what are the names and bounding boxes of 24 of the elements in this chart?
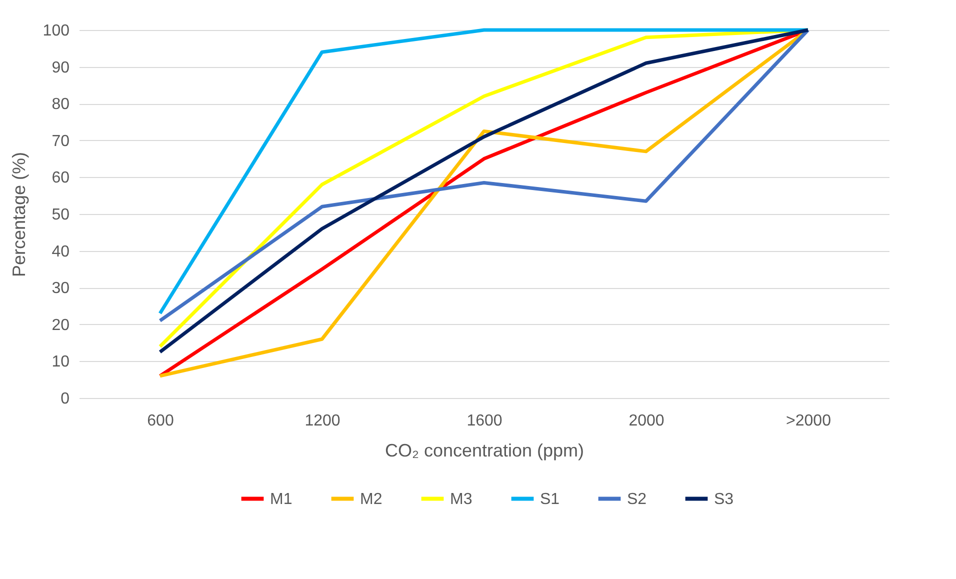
legend-label: S2 <box>627 490 647 508</box>
y-tick-label: 50 <box>52 206 70 224</box>
y-tick-label: 30 <box>52 280 70 298</box>
y-tick-label: 70 <box>52 132 70 150</box>
legend-label: M1 <box>270 490 292 508</box>
x-tick-label: 1600 <box>466 412 502 430</box>
y-tick-label: 20 <box>52 316 70 334</box>
legend-label: M3 <box>450 490 472 508</box>
y-tick-label: 90 <box>52 59 70 76</box>
legend-label: M2 <box>360 490 382 508</box>
legend-label: S3 <box>714 490 734 508</box>
x-axis-title: CO₂ concentration (ppm) <box>384 440 584 460</box>
y-tick-label: 10 <box>52 354 70 371</box>
y-axis-title: Percentage (%) <box>8 152 29 278</box>
x-tick-label: 2000 <box>628 412 664 430</box>
y-tick-label: 60 <box>52 170 70 187</box>
x-tick-label: 600 <box>147 412 174 430</box>
y-tick-label: 40 <box>52 243 70 260</box>
y-tick-label: 80 <box>52 96 70 114</box>
legend-label: S1 <box>540 490 560 508</box>
x-tick-label: 1200 <box>304 412 340 430</box>
x-tick-label: >2000 <box>786 412 832 430</box>
y-tick-label: 100 <box>42 22 70 40</box>
y-tick-label: 0 <box>60 390 70 408</box>
